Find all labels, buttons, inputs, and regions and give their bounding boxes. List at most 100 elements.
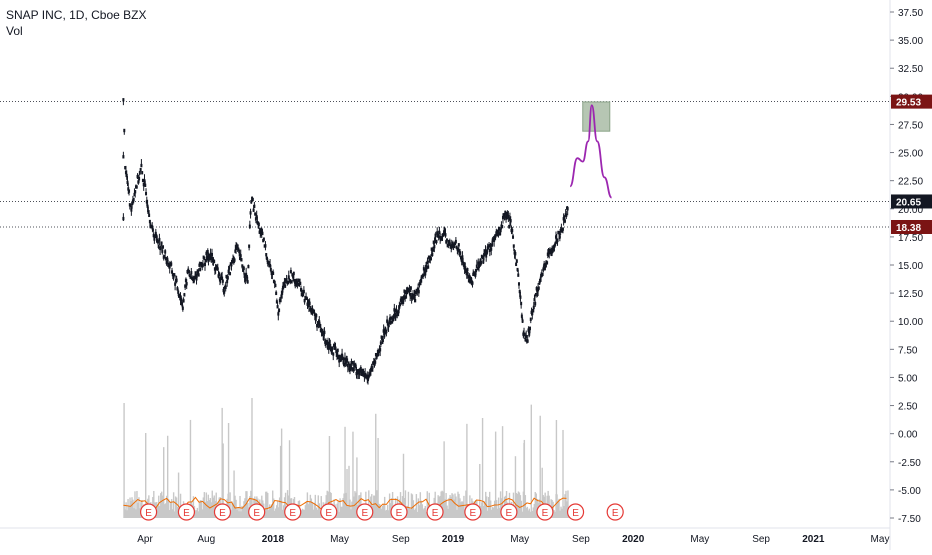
y-tick-label: 37.50	[898, 8, 923, 19]
candle-body	[481, 255, 484, 260]
volume-bar	[410, 493, 413, 518]
candle-body	[291, 273, 294, 277]
earnings-marker	[213, 503, 232, 521]
volume-bar	[130, 501, 132, 518]
candle-body	[343, 362, 346, 367]
candle-body	[338, 359, 341, 363]
volume-bar	[466, 423, 468, 518]
volume-bar	[517, 491, 520, 518]
volume-bar	[240, 511, 242, 518]
volume-bar	[251, 398, 253, 518]
candle-body	[437, 234, 440, 238]
volume-bar	[514, 456, 517, 518]
volume-bar	[387, 510, 390, 518]
candle-body	[144, 183, 147, 187]
candle-body	[460, 258, 463, 263]
candle-body	[506, 212, 509, 217]
candle-body	[523, 332, 526, 336]
candle-body	[561, 229, 564, 233]
candle-body	[329, 343, 332, 348]
candle-body	[183, 293, 186, 297]
candle-body	[525, 334, 528, 339]
candle-body	[365, 374, 368, 378]
candle-body	[275, 300, 278, 304]
candle-body	[485, 251, 488, 255]
candle-body	[290, 280, 293, 284]
candle-body	[554, 242, 557, 246]
volume-bar	[277, 507, 280, 518]
volume-bar	[490, 509, 493, 518]
volume-bar	[493, 500, 496, 518]
candle-body	[469, 279, 472, 283]
volume-bar	[244, 498, 246, 518]
volume-bar	[521, 511, 524, 518]
candle-body	[154, 234, 157, 239]
candle-body	[533, 298, 536, 302]
candle-body	[354, 364, 357, 368]
candle-body	[498, 232, 501, 236]
candle-body	[406, 290, 409, 295]
candle-body	[184, 284, 187, 288]
candle-body	[526, 339, 529, 343]
candle-body	[418, 282, 421, 286]
candle-body	[478, 261, 481, 266]
volume-bar	[404, 490, 407, 518]
candle-body	[207, 257, 210, 261]
candle-body	[265, 256, 268, 260]
candle-body	[292, 275, 295, 279]
volume-bar	[368, 490, 370, 518]
volume-bar	[196, 507, 199, 518]
candle-body	[206, 256, 209, 261]
candle-body	[374, 360, 377, 364]
volume-bar	[302, 509, 305, 518]
candle-body	[283, 281, 286, 285]
volume-bar	[541, 467, 543, 518]
candle-body	[336, 351, 339, 356]
volume-bar	[388, 493, 391, 518]
candle-body	[424, 272, 427, 276]
volume-bar	[139, 508, 141, 518]
volume-bar	[164, 503, 167, 518]
candle-body	[361, 371, 364, 375]
candle-body	[188, 270, 191, 274]
volume-bar	[314, 494, 317, 518]
candle-body	[310, 309, 313, 313]
candle-body	[253, 204, 256, 209]
candle-body	[302, 293, 305, 297]
candle-body	[371, 368, 374, 372]
candle-body	[328, 342, 331, 346]
candle-body	[164, 256, 167, 261]
candle-body	[137, 180, 140, 184]
candle-body	[298, 278, 301, 283]
candle-body	[132, 197, 135, 202]
volume-bar	[273, 510, 276, 518]
candle-body	[467, 279, 470, 283]
volume-bar	[384, 510, 387, 518]
volume-bar	[443, 441, 445, 518]
volume-bar	[348, 465, 350, 518]
volume-bar	[221, 407, 223, 518]
volume-bar	[311, 501, 314, 518]
candle-body	[448, 242, 451, 246]
projection-curve	[569, 104, 613, 199]
candle-body	[139, 167, 142, 172]
candle-body	[195, 277, 198, 281]
volume-bar	[533, 503, 535, 518]
volume-bar	[341, 506, 343, 518]
candle-body	[287, 275, 290, 279]
candle-body	[310, 311, 313, 315]
candle-body	[293, 279, 296, 283]
volume-bar	[176, 506, 179, 518]
candle-body	[403, 289, 406, 293]
volume-bar	[519, 495, 522, 518]
volume-bar	[338, 511, 340, 518]
candle-body	[299, 281, 302, 286]
volume-bar	[241, 505, 243, 518]
candle-body	[462, 261, 465, 265]
candle-body	[153, 237, 156, 241]
candle-body	[281, 291, 284, 295]
volume-bar	[534, 492, 536, 518]
candle-body	[427, 265, 430, 269]
